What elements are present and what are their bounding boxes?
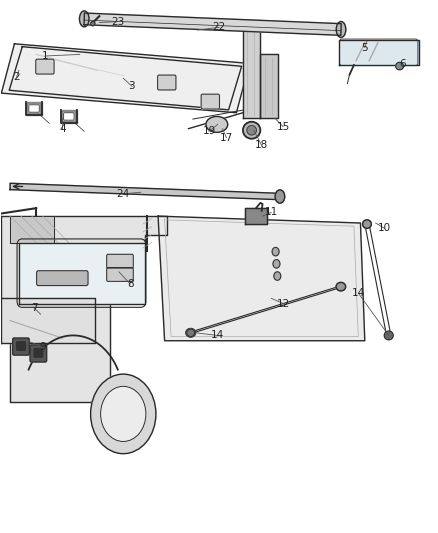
Ellipse shape — [275, 190, 285, 203]
Polygon shape — [26, 102, 42, 115]
Polygon shape — [19, 243, 145, 304]
Polygon shape — [1, 216, 167, 402]
Ellipse shape — [363, 220, 371, 228]
Circle shape — [101, 386, 146, 441]
FancyBboxPatch shape — [37, 271, 88, 286]
FancyBboxPatch shape — [29, 105, 39, 112]
Ellipse shape — [206, 116, 228, 132]
Circle shape — [273, 260, 280, 268]
Text: 9: 9 — [39, 342, 46, 352]
Text: 23: 23 — [111, 17, 125, 27]
Text: 19: 19 — [202, 126, 215, 136]
Ellipse shape — [243, 122, 260, 139]
Text: 22: 22 — [212, 22, 226, 33]
Text: 11: 11 — [265, 207, 278, 217]
Text: 10: 10 — [378, 223, 391, 233]
Text: 14: 14 — [352, 288, 365, 298]
Text: 17: 17 — [220, 133, 233, 143]
Ellipse shape — [385, 332, 392, 338]
Text: 6: 6 — [399, 59, 406, 69]
Circle shape — [274, 272, 281, 280]
Text: 7: 7 — [31, 303, 37, 313]
Polygon shape — [243, 26, 260, 118]
Text: 3: 3 — [129, 81, 135, 91]
Text: 1: 1 — [42, 51, 48, 61]
Text: 14: 14 — [211, 330, 224, 341]
Polygon shape — [10, 183, 280, 200]
Circle shape — [91, 374, 156, 454]
FancyBboxPatch shape — [107, 254, 133, 268]
FancyBboxPatch shape — [34, 349, 43, 357]
Ellipse shape — [186, 328, 195, 337]
FancyBboxPatch shape — [201, 94, 219, 109]
Text: 18: 18 — [254, 140, 268, 150]
Polygon shape — [10, 216, 53, 243]
Ellipse shape — [385, 331, 393, 340]
Text: 15: 15 — [276, 122, 290, 132]
Ellipse shape — [79, 11, 89, 27]
Text: 24: 24 — [116, 189, 129, 199]
FancyBboxPatch shape — [17, 342, 25, 350]
Polygon shape — [1, 44, 250, 113]
FancyBboxPatch shape — [13, 338, 29, 355]
Polygon shape — [61, 110, 77, 123]
FancyBboxPatch shape — [64, 113, 74, 120]
Polygon shape — [84, 13, 341, 35]
Polygon shape — [1, 298, 95, 343]
Polygon shape — [339, 39, 419, 65]
Text: 12: 12 — [277, 298, 290, 309]
Ellipse shape — [91, 21, 95, 26]
Ellipse shape — [247, 125, 256, 135]
Ellipse shape — [396, 62, 403, 70]
Ellipse shape — [187, 329, 194, 336]
Text: 2: 2 — [13, 72, 20, 82]
Ellipse shape — [336, 282, 346, 291]
Polygon shape — [260, 54, 278, 118]
FancyBboxPatch shape — [30, 345, 47, 362]
FancyBboxPatch shape — [158, 75, 176, 90]
Text: 5: 5 — [361, 43, 368, 53]
Text: 4: 4 — [59, 124, 66, 134]
FancyBboxPatch shape — [107, 268, 133, 281]
Circle shape — [272, 247, 279, 256]
Polygon shape — [158, 216, 365, 341]
FancyBboxPatch shape — [36, 59, 54, 74]
Text: 8: 8 — [127, 279, 134, 289]
Ellipse shape — [336, 21, 346, 37]
Polygon shape — [245, 208, 267, 224]
